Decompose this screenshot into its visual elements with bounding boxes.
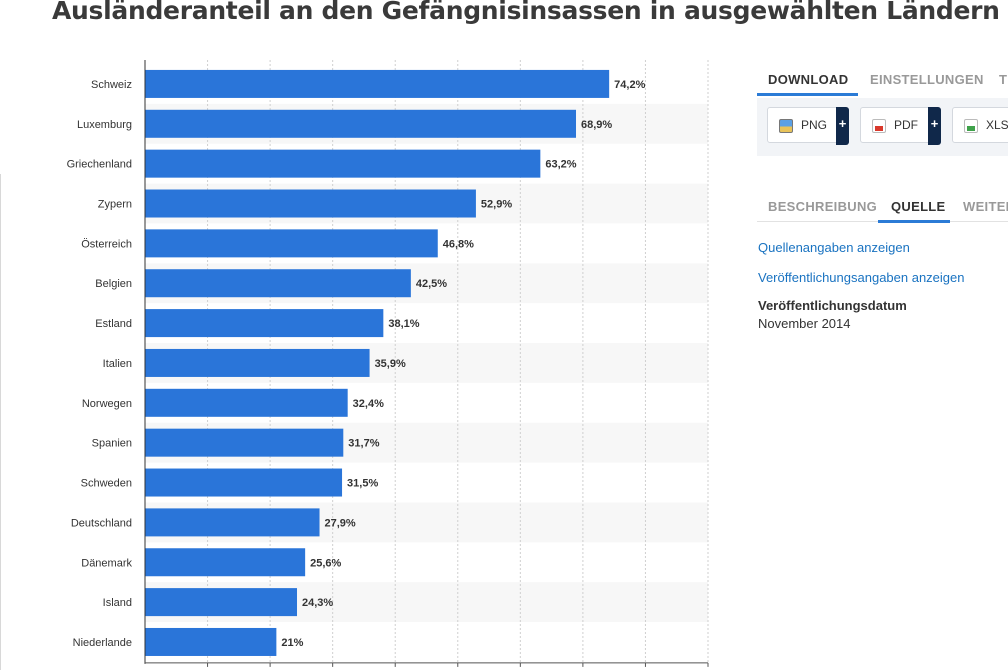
value-label: 21% xyxy=(281,637,303,649)
sidebar-panel: DOWNLOAD EINSTELLUNGEN TEILEN PNG + PDF … xyxy=(757,0,1008,670)
bar xyxy=(145,69,610,98)
info-tabs: BESCHREIBUNG QUELLE WEITERE INFORMATIONE… xyxy=(757,199,1008,225)
category-label: Norwegen xyxy=(82,398,132,410)
value-label: 74,2% xyxy=(614,79,645,91)
value-label: 27,9% xyxy=(325,517,356,529)
category-label: Island xyxy=(103,597,132,609)
value-label: 32,4% xyxy=(353,398,384,410)
download-panel: PNG + PDF + XLS xyxy=(757,98,1008,156)
bar-chart: Schweiz 74,2% Luxemburg 68,9% Griechenland 63… xyxy=(67,60,709,667)
bar xyxy=(145,348,370,377)
png-download-button[interactable]: PNG + xyxy=(767,107,849,145)
active-tab-indicator xyxy=(757,93,858,96)
category-label: Deutschland xyxy=(71,517,132,529)
category-label: Schweiz xyxy=(91,79,132,91)
bar xyxy=(145,468,343,497)
xls-file-icon xyxy=(964,119,978,133)
bar xyxy=(145,109,577,138)
category-label: Schweden xyxy=(81,478,132,490)
bar xyxy=(145,388,348,417)
value-label: 35,9% xyxy=(375,358,406,370)
xls-download-button[interactable]: XLS xyxy=(952,107,1008,143)
category-label: Luxemburg xyxy=(77,119,132,131)
png-plus-button[interactable]: + xyxy=(836,107,849,145)
value-label: 38,1% xyxy=(388,318,419,330)
value-label: 68,9% xyxy=(581,119,612,131)
category-label: Belgien xyxy=(95,278,132,290)
png-file-icon xyxy=(779,119,793,133)
value-label: 24,3% xyxy=(302,597,333,609)
pdf-plus-button[interactable]: + xyxy=(928,107,941,145)
category-label: Griechenland xyxy=(67,159,132,171)
left-divider xyxy=(0,174,1,670)
page-title: Ausländeranteil an den Gefängnisinsassen… xyxy=(52,0,1000,25)
bar xyxy=(145,548,306,577)
bar xyxy=(145,149,541,178)
category-label: Zypern xyxy=(98,199,132,211)
pdf-download-button[interactable]: PDF + xyxy=(860,107,941,145)
pdf-file-icon xyxy=(872,119,886,133)
bar xyxy=(145,627,277,656)
value-label: 52,9% xyxy=(481,199,512,211)
tab-beschreibung[interactable]: BESCHREIBUNG xyxy=(768,199,878,214)
bar xyxy=(145,309,384,338)
active-info-tab-indicator xyxy=(878,220,950,223)
tab-einstellungen[interactable]: EINSTELLUNGEN xyxy=(870,72,984,87)
xls-label: XLS xyxy=(986,118,1008,132)
value-label: 31,5% xyxy=(347,478,378,490)
bar xyxy=(145,269,411,298)
bar xyxy=(145,428,344,457)
tab-quelle[interactable]: QUELLE xyxy=(891,199,946,214)
source-link[interactable]: Quellenangaben anzeigen xyxy=(758,240,910,255)
publication-link[interactable]: Veröffentlichungsangaben anzeigen xyxy=(758,270,965,285)
category-label: Dänemark xyxy=(81,557,132,569)
bar xyxy=(145,229,438,258)
bar xyxy=(145,189,476,218)
category-label: Estland xyxy=(95,318,132,330)
value-label: 25,6% xyxy=(310,557,341,569)
publication-date-value: November 2014 xyxy=(758,316,851,331)
value-label: 31,7% xyxy=(348,438,379,450)
bar xyxy=(145,588,298,617)
value-label: 46,8% xyxy=(443,238,474,250)
png-label: PNG xyxy=(801,118,828,132)
bar xyxy=(145,508,320,537)
tab-download[interactable]: DOWNLOAD xyxy=(768,72,849,87)
value-label: 42,5% xyxy=(416,278,447,290)
category-label: Spanien xyxy=(92,438,132,450)
category-label: Österreich xyxy=(81,238,132,250)
download-tabs: DOWNLOAD EINSTELLUNGEN TEILEN xyxy=(757,72,1008,98)
category-label: Niederlande xyxy=(73,637,132,649)
tab-weitere-informationen[interactable]: WEITERE INFORMATIONEN xyxy=(963,199,1008,214)
value-label: 63,2% xyxy=(545,159,576,171)
category-label: Italien xyxy=(103,358,132,370)
pdf-label: PDF xyxy=(894,118,918,132)
tab-teilen[interactable]: TEILEN xyxy=(999,72,1008,87)
publication-date-label: Veröffentlichungsdatum xyxy=(758,298,907,313)
